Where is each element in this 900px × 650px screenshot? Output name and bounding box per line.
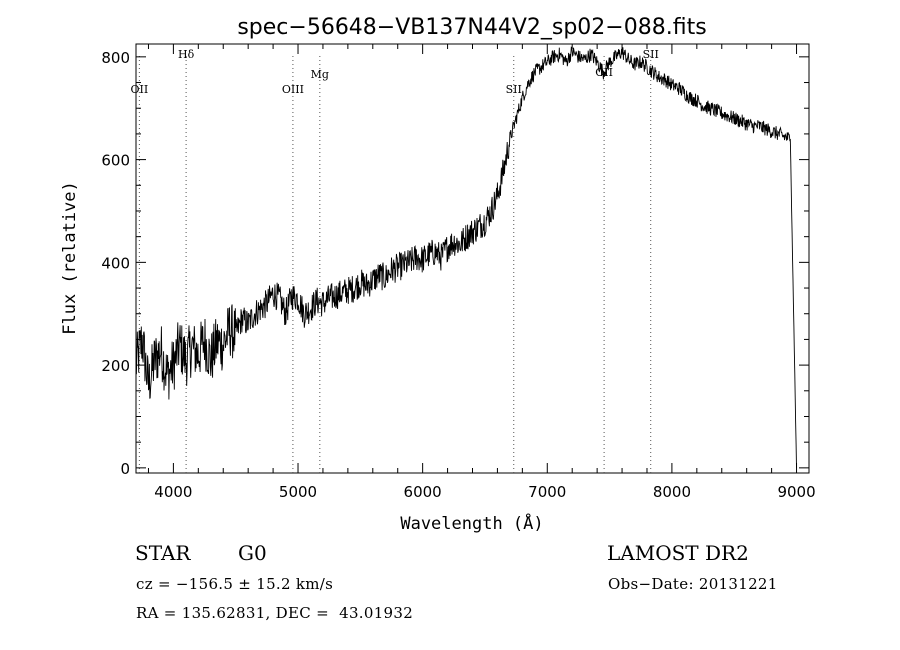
chart-title: spec−56648−VB137N44V2_sp02−088.fits bbox=[237, 15, 706, 40]
y-tick-label: 800 bbox=[101, 49, 130, 67]
x-tick-label: 6000 bbox=[404, 483, 442, 501]
x-tick-label: 8000 bbox=[653, 483, 691, 501]
y-tick-label: 200 bbox=[101, 357, 130, 375]
object-subclass: G0 bbox=[238, 541, 267, 565]
x-axis-label: Wavelength (Å) bbox=[400, 512, 543, 534]
line-marker-label: Hδ bbox=[178, 48, 195, 61]
y-tick-label: 400 bbox=[101, 254, 130, 272]
line-marker-label: OII bbox=[131, 83, 149, 96]
y-tick-label: 600 bbox=[101, 152, 130, 170]
x-tick-label: 4000 bbox=[154, 483, 192, 501]
line-marker-label: OIII bbox=[282, 83, 304, 96]
x-tick-label: 7000 bbox=[528, 483, 566, 501]
spectrum-line bbox=[135, 46, 797, 468]
survey-name: LAMOST DR2 bbox=[607, 541, 749, 565]
object-class: STAR bbox=[135, 541, 191, 565]
obs-date: Obs−Date: 20131221 bbox=[608, 575, 778, 593]
redshift-text: cz = −156.5 ± 15.2 km/s bbox=[136, 575, 334, 593]
line-marker-label: SII bbox=[506, 83, 522, 96]
line-marker-label: SII bbox=[643, 48, 659, 61]
x-axis: 4000 5000 6000 7000 8000 9000 bbox=[147, 44, 816, 501]
x-tick-label: 5000 bbox=[279, 483, 317, 501]
line-marker-label: Mg bbox=[311, 68, 329, 81]
y-tick-label: 0 bbox=[120, 460, 130, 478]
coordinates-text: RA = 135.62831, DEC = 43.01932 bbox=[136, 604, 414, 622]
spectrum-layer bbox=[135, 46, 797, 468]
y-axis-label: Flux (relative) bbox=[60, 181, 80, 335]
x-tick-label: 9000 bbox=[777, 483, 815, 501]
y-axis: 0 200 400 600 800 bbox=[101, 49, 809, 478]
